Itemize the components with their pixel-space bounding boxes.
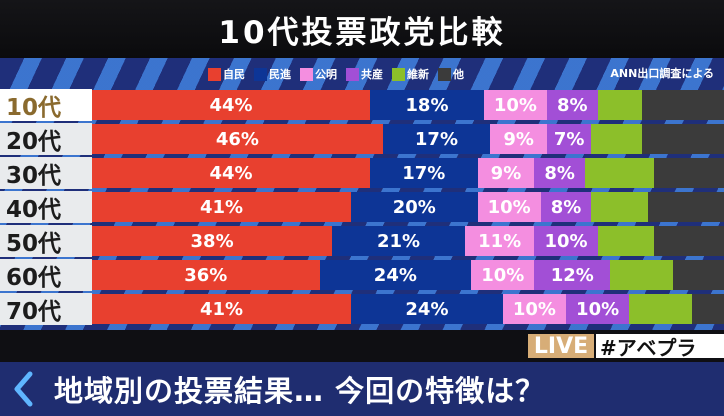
bar-segment: 10% — [502, 294, 566, 324]
legend-item: 公明 — [300, 66, 337, 82]
bar-segment — [591, 192, 649, 222]
bar-segment: 46% — [92, 124, 383, 154]
bar-segment — [584, 158, 655, 188]
legend-swatch — [254, 67, 267, 81]
legend-label: 公明 — [315, 68, 337, 81]
bar-segment: 24% — [351, 294, 503, 324]
bar-segment — [692, 294, 724, 324]
bar-segment: 8% — [534, 158, 585, 188]
legend-label: 自民 — [223, 68, 245, 81]
legend-item: 維新 — [392, 66, 429, 82]
category-label: 30代 — [0, 157, 92, 189]
bar-segment: 8% — [547, 90, 598, 120]
bar-segment: 9% — [490, 124, 548, 154]
bar-segment: 10% — [534, 226, 598, 256]
category-label: 10代 — [0, 89, 92, 121]
bar-segment — [591, 124, 642, 154]
bar-segment — [641, 90, 724, 120]
bar-segment: 17% — [382, 124, 491, 154]
source-note: ANN出口調査による — [610, 67, 714, 80]
legend-swatch — [208, 67, 221, 81]
legend-label: 民進 — [269, 68, 291, 81]
category-label: 60代 — [0, 259, 92, 291]
legend-item: 自民 — [208, 66, 245, 82]
bar-segment — [597, 226, 655, 256]
bar-segment — [654, 158, 724, 188]
bar-segment: 10% — [566, 294, 630, 324]
legend-item: 他 — [438, 66, 464, 82]
legend-swatch — [438, 67, 451, 81]
bar-segment — [641, 124, 724, 154]
bar-segment: 10% — [477, 192, 541, 222]
chevron-left-icon[interactable] — [0, 362, 46, 416]
category-label: 70代 — [0, 293, 92, 325]
bar-segment: 9% — [477, 158, 535, 188]
bar-segment: 41% — [92, 192, 352, 222]
live-badge: LIVE — [528, 334, 594, 359]
bar-segment: 38% — [92, 226, 333, 256]
legend-label: 維新 — [407, 68, 429, 81]
bar-segment: 44% — [92, 90, 371, 120]
bar-segment: 41% — [92, 294, 352, 324]
bar-segment — [629, 294, 693, 324]
bar-segment: 17% — [370, 158, 478, 188]
bar-segment — [654, 226, 724, 256]
legend-item: 民進 — [254, 66, 291, 82]
bar-segment — [648, 192, 724, 222]
legend-swatch — [346, 67, 359, 81]
bar-segment: 12% — [534, 260, 611, 290]
legend-label: 他 — [453, 68, 464, 81]
category-label: 20代 — [0, 123, 92, 155]
bar-segment: 10% — [483, 90, 548, 120]
bar-segment: 10% — [471, 260, 535, 290]
bar-segment: 24% — [319, 260, 472, 290]
bar-segment: 18% — [370, 90, 484, 120]
legend-item: 共産 — [346, 66, 383, 82]
bar-segment: 7% — [547, 124, 592, 154]
bar-segment: 8% — [540, 192, 592, 222]
legend-swatch — [300, 67, 313, 81]
legend: 自民 民進 公明 共産 維新 他 — [208, 65, 464, 83]
bar-segment: 36% — [92, 260, 320, 290]
bar-segment: 11% — [464, 226, 535, 256]
legend-label: 共産 — [361, 68, 383, 81]
headline: 地域別の投票結果… 今回の特徴は？ — [54, 374, 546, 408]
hashtag-label: #アベプラ — [596, 334, 724, 360]
bar-segment: 20% — [351, 192, 478, 222]
bar-segment — [597, 90, 642, 120]
bottom-caption-bar: 地域別の投票結果… 今回の特徴は？ — [0, 362, 724, 416]
legend-swatch — [392, 67, 405, 81]
bar-segment — [610, 260, 674, 290]
bar-segment — [673, 260, 724, 290]
bar-segment: 44% — [92, 158, 371, 188]
title-bar: 10代投票政党比較 — [0, 0, 724, 58]
category-label: 40代 — [0, 191, 92, 223]
bar-segment: 21% — [332, 226, 465, 256]
chart-title: 10代投票政党比較 — [218, 14, 506, 51]
category-label: 50代 — [0, 225, 92, 257]
